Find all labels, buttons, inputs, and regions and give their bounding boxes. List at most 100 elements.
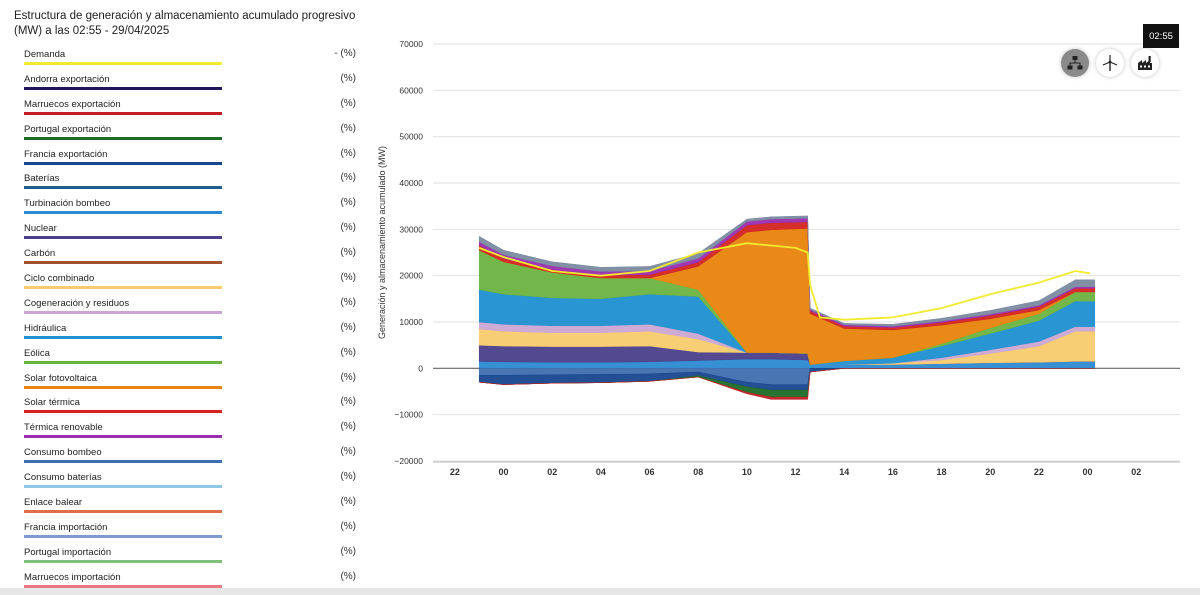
- legend-percentage: (%): [340, 296, 356, 308]
- legend-item[interactable]: Francia importación (%): [24, 519, 358, 544]
- legend-item[interactable]: Solar térmica (%): [24, 394, 358, 419]
- legend-percentage: (%): [340, 421, 356, 433]
- legend-color-line: [24, 236, 222, 240]
- legend-item[interactable]: Marruecos importación (%): [24, 569, 358, 594]
- legend-item[interactable]: Demanda - (%): [24, 46, 358, 71]
- legend-item[interactable]: Nuclear (%): [24, 220, 358, 245]
- legend-item[interactable]: Andorra exportación (%): [24, 71, 358, 96]
- wind-view-button[interactable]: [1096, 49, 1124, 77]
- legend-color-line: [24, 335, 222, 339]
- y-tick-label: 10000: [399, 317, 423, 327]
- legend-label: Eólica: [24, 347, 50, 359]
- legend-label: Solar fotovoltaica: [24, 372, 97, 384]
- legend-label: Demanda: [24, 49, 66, 60]
- legend-color-line: [24, 435, 222, 439]
- legend-color-line: [24, 584, 222, 588]
- x-tick-label: 22: [450, 467, 460, 477]
- legend-item[interactable]: Consumo baterías (%): [24, 469, 358, 494]
- legend-label: Carbón: [24, 248, 56, 260]
- x-tick-label: 00: [499, 467, 509, 477]
- legend-item[interactable]: Eólica (%): [24, 345, 358, 370]
- legend-percentage: (%): [340, 321, 356, 333]
- legend-label: Turbinación bombeo: [24, 198, 111, 210]
- legend-item[interactable]: Enlace balear (%): [24, 494, 358, 519]
- y-tick-label: 40000: [399, 178, 423, 188]
- legend-label: Andorra exportación: [24, 73, 110, 85]
- legend-item[interactable]: Francia exportación (%): [24, 146, 358, 171]
- factory-view-button[interactable]: [1131, 49, 1159, 77]
- wind-turbine-icon: [1102, 55, 1118, 71]
- legend-percentage: (%): [340, 222, 356, 234]
- stacked-area-chart: 700006000050000400003000020000100000−100…: [377, 39, 1180, 477]
- legend-item[interactable]: Portugal exportación (%): [24, 121, 358, 146]
- legend-item[interactable]: Solar fotovoltaica (%): [24, 370, 358, 395]
- legend-label: Nuclear: [24, 223, 57, 235]
- legend-color-line: [24, 485, 222, 489]
- legend-percentage: (%): [340, 122, 356, 134]
- y-tick-label: −20000: [394, 456, 423, 466]
- horizontal-scrollbar[interactable]: [0, 588, 1200, 595]
- legend-percentage: (%): [340, 396, 356, 408]
- hierarchy-icon: [1067, 56, 1083, 70]
- legend-percentage: (%): [340, 197, 356, 209]
- legend-percentage: (%): [340, 272, 356, 284]
- legend-label: Térmica renovable: [24, 422, 103, 434]
- legend-color-line: [24, 510, 222, 514]
- x-tick-label: 22: [1034, 467, 1044, 477]
- legend-label: Francia exportación: [24, 148, 108, 160]
- legend-percentage: (%): [340, 172, 356, 184]
- legend-item[interactable]: Hidráulica (%): [24, 320, 358, 345]
- legend-label: Francia importación: [24, 521, 108, 533]
- legend-color-line: [24, 186, 222, 190]
- legend-label: Cogeneración y residuos: [24, 297, 130, 309]
- legend-item[interactable]: Baterías (%): [24, 170, 358, 195]
- y-tick-label: −10000: [394, 410, 423, 420]
- legend-label: Marruecos exportación: [24, 98, 121, 110]
- legend-color-line: [24, 261, 222, 265]
- legend-color-line: [24, 534, 222, 538]
- legend-label: Marruecos importación: [24, 571, 121, 583]
- legend-color-line: [24, 62, 222, 65]
- x-tick-label: 00: [1083, 467, 1093, 477]
- y-tick-label: 0: [418, 363, 423, 373]
- legend: Demanda - (%) Andorra exportación (%) Marrue…: [24, 46, 358, 594]
- legend-percentage: - (%): [334, 48, 356, 59]
- legend-item[interactable]: Consumo bombeo (%): [24, 444, 358, 469]
- x-tick-label: 16: [888, 467, 898, 477]
- legend-item[interactable]: Térmica renovable (%): [24, 419, 358, 444]
- legend-color-line: [24, 211, 222, 215]
- legend-label: Ciclo combinado: [24, 273, 95, 285]
- legend-item[interactable]: Cogeneración y residuos (%): [24, 295, 358, 320]
- legend-label: Hidráulica: [24, 322, 67, 334]
- y-tick-label: 20000: [399, 271, 423, 281]
- y-axis-label: Generación y almacenamiento acumulado (M…: [377, 146, 387, 339]
- legend-item[interactable]: Turbinación bombeo (%): [24, 195, 358, 220]
- structure-view-button[interactable]: [1061, 49, 1089, 77]
- legend-percentage: (%): [340, 346, 356, 358]
- legend-color-line: [24, 360, 222, 364]
- legend-label: Baterías: [24, 173, 60, 185]
- legend-label: Consumo bombeo: [24, 447, 102, 459]
- legend-color-line: [24, 410, 222, 414]
- legend-percentage: (%): [340, 570, 356, 582]
- legend-item[interactable]: Carbón (%): [24, 245, 358, 270]
- x-tick-label: 06: [645, 467, 655, 477]
- legend-percentage: (%): [340, 545, 356, 557]
- demand-line: [478, 242, 1091, 321]
- y-tick-label: 30000: [399, 224, 423, 234]
- legend-item[interactable]: Ciclo combinado (%): [24, 270, 358, 295]
- legend-item[interactable]: Portugal importación (%): [24, 544, 358, 569]
- legend-color-line: [24, 286, 222, 290]
- legend-percentage: (%): [340, 471, 356, 483]
- legend-color-line: [24, 559, 222, 563]
- area-carbon: [478, 215, 1096, 327]
- x-tick-label: 10: [742, 467, 752, 477]
- legend-percentage: (%): [340, 496, 356, 508]
- x-tick-label: 20: [985, 467, 995, 477]
- x-tick-label: 08: [693, 467, 703, 477]
- legend-color-line: [24, 310, 222, 314]
- time-tooltip: 02:55: [1143, 24, 1179, 48]
- legend-item[interactable]: Marruecos exportación (%): [24, 96, 358, 121]
- legend-label: Portugal importación: [24, 546, 112, 558]
- y-tick-label: 60000: [399, 85, 423, 95]
